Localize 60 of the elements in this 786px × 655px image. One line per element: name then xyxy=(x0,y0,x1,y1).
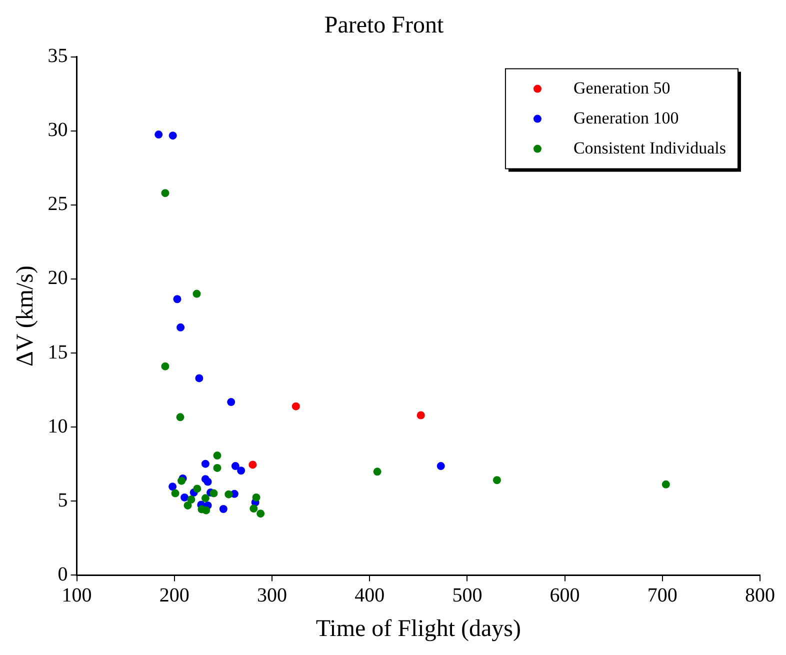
point xyxy=(187,496,196,504)
point xyxy=(213,464,222,472)
point xyxy=(168,132,177,140)
x-tick-label: 300 xyxy=(257,584,287,606)
point xyxy=(373,468,382,476)
x-tick-label: 600 xyxy=(550,584,580,606)
point xyxy=(492,476,501,484)
point xyxy=(171,489,180,498)
point xyxy=(292,402,300,410)
point xyxy=(201,494,210,502)
point xyxy=(201,460,210,468)
x-tick-label: 700 xyxy=(647,584,678,606)
x-tick-label: 800 xyxy=(745,584,775,606)
point xyxy=(662,480,670,488)
point xyxy=(184,501,192,510)
y-tick-label: 30 xyxy=(48,119,68,142)
y-tick-label: 35 xyxy=(48,45,68,68)
point xyxy=(154,130,163,139)
point xyxy=(192,290,201,298)
chart-title: Pareto Front xyxy=(324,12,444,39)
point xyxy=(250,504,258,513)
point xyxy=(195,374,204,382)
point xyxy=(204,478,212,486)
point xyxy=(168,482,177,491)
legend-label: Generation 50 xyxy=(573,78,670,98)
y-axis-title: ΔV (km/s) xyxy=(12,266,39,366)
x-tick-label: 100 xyxy=(62,584,92,606)
point xyxy=(161,362,170,370)
point xyxy=(176,323,185,332)
point xyxy=(176,413,184,422)
point xyxy=(436,462,445,470)
point xyxy=(237,466,246,475)
legend-label: Consistent Individuals xyxy=(573,138,726,158)
point xyxy=(173,295,182,304)
point xyxy=(224,490,233,498)
y-tick-label: 5 xyxy=(58,489,68,512)
point xyxy=(213,452,222,460)
point xyxy=(252,493,260,502)
x-tick-label: 200 xyxy=(159,584,190,606)
point xyxy=(193,484,202,493)
point xyxy=(256,510,265,518)
legend-label: Generation 100 xyxy=(573,108,679,128)
point xyxy=(161,189,170,198)
point xyxy=(210,489,218,498)
x-tick-label: 400 xyxy=(354,584,385,606)
y-tick-label: 20 xyxy=(48,267,68,290)
point xyxy=(219,504,228,513)
y-tick-label: 25 xyxy=(48,193,68,216)
point xyxy=(231,462,240,470)
point xyxy=(178,476,186,485)
x-axis-title: Time of Flight (days) xyxy=(316,616,521,642)
x-tick-label: 500 xyxy=(452,584,482,606)
point xyxy=(180,493,189,502)
point xyxy=(248,460,257,469)
y-tick-label: 10 xyxy=(48,415,68,438)
point xyxy=(202,506,210,514)
point xyxy=(227,398,236,406)
y-tick-label: 0 xyxy=(58,563,68,586)
point xyxy=(416,411,425,420)
y-tick-label: 15 xyxy=(48,341,68,364)
